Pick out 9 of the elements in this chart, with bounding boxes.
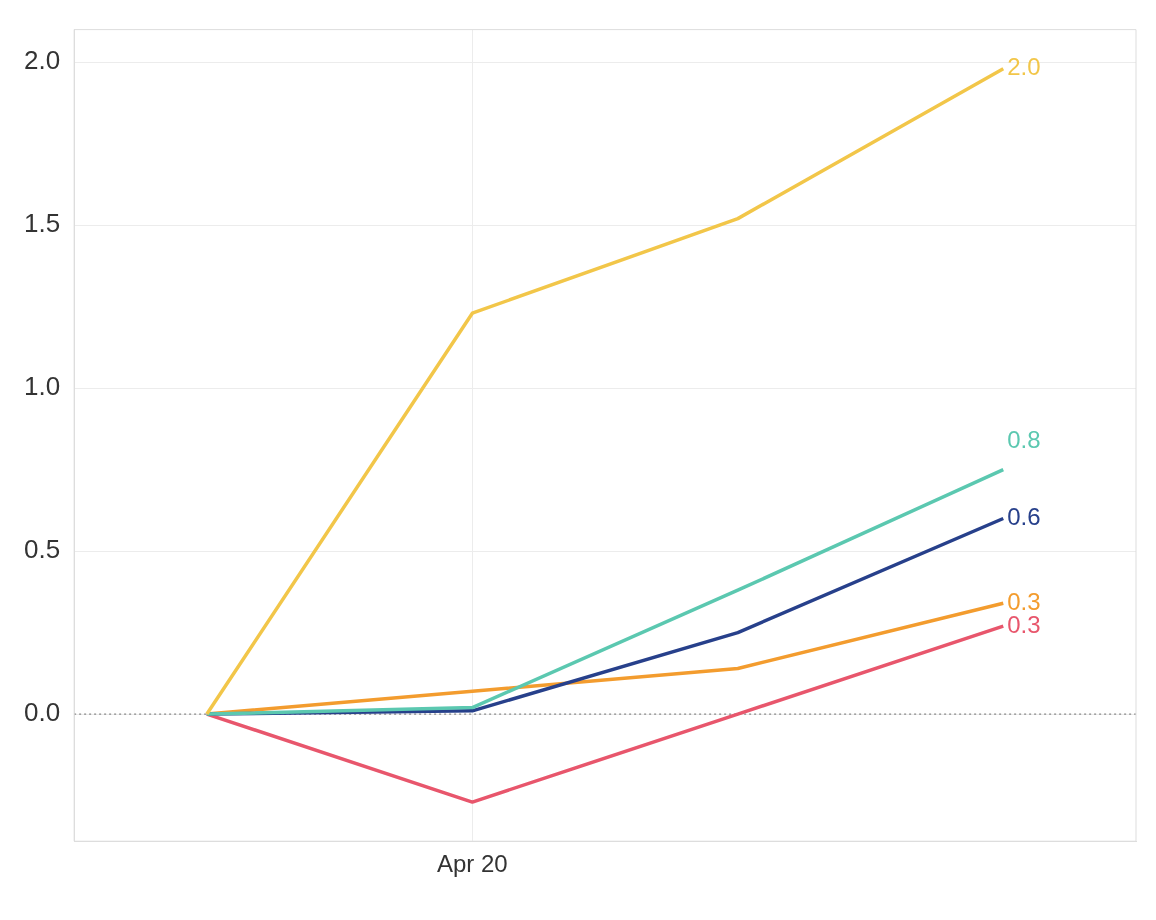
data-label: 0.6 [1007,503,1041,531]
y-tick-label: 2.0 [23,45,61,76]
y-tick-label: 1.0 [23,371,61,402]
y-tick-label: 0.5 [23,534,61,565]
y-tick-label: 1.5 [23,208,61,239]
x-tick-label: Apr 20 [436,850,508,878]
y-tick-label: 0.0 [23,697,61,728]
data-label: 0.8 [1007,426,1041,454]
data-label: 2.0 [1007,53,1041,81]
